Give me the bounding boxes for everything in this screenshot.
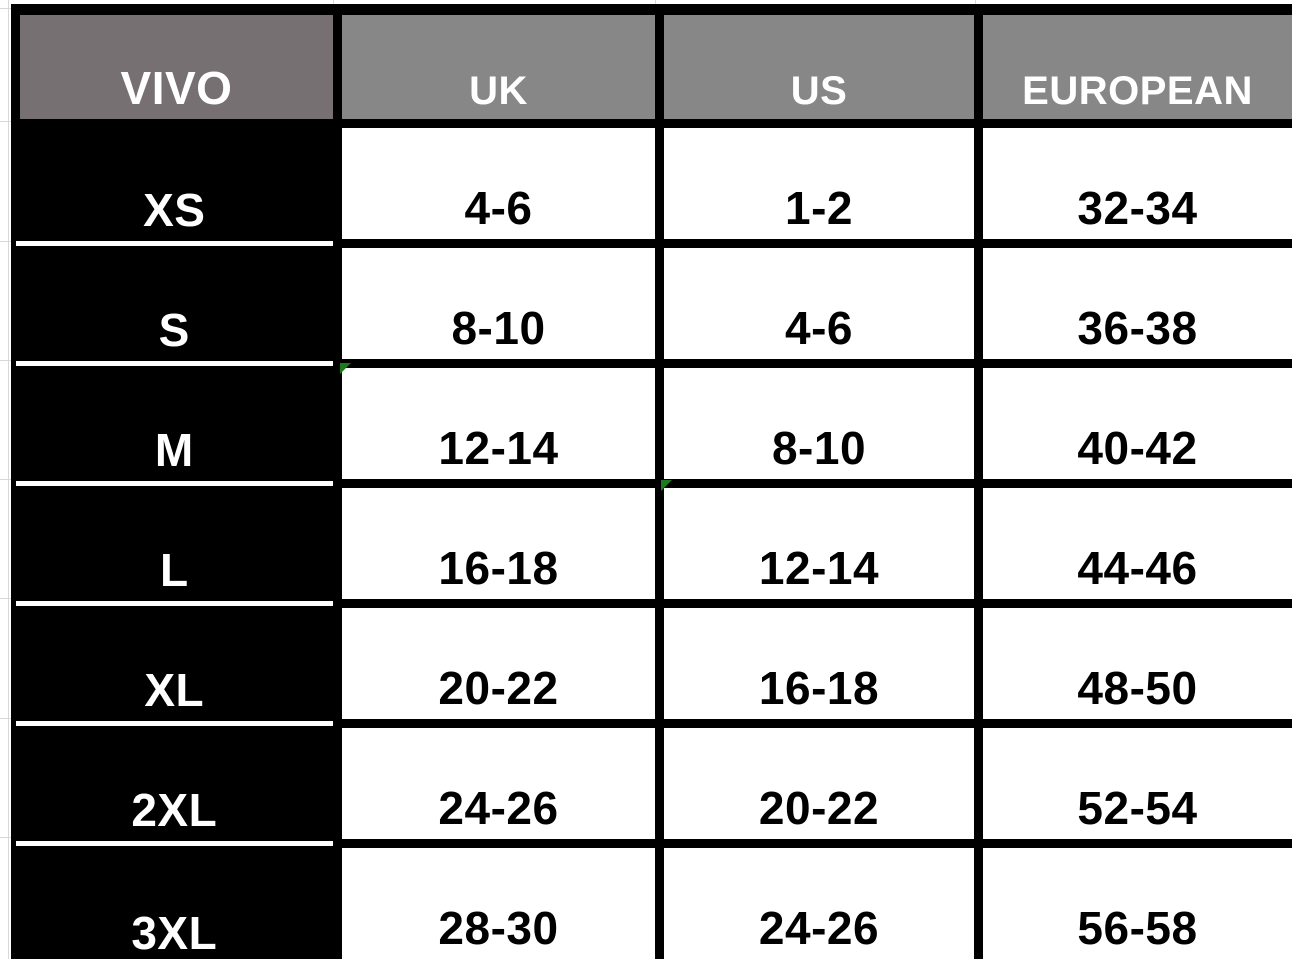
cell-uk-size: 16-18 [333, 479, 664, 608]
table-row: S 8-10 4-6 36-38 [15, 239, 1301, 368]
cell-size-label: XS [15, 123, 338, 246]
sheet-right-margin [1292, 0, 1304, 971]
table-row: 3XL 28-30 24-26 56-58 [15, 839, 1301, 968]
cell-european-size: 44-46 [974, 479, 1301, 608]
column-header-uk: UK [333, 4, 664, 128]
cell-us-size: 12-14 [655, 479, 983, 608]
cell-us-size: 24-26 [655, 839, 983, 968]
cell-size-label: 2XL [15, 723, 338, 846]
cell-european-size: 32-34 [974, 119, 1301, 248]
cell-uk-size: 24-26 [333, 719, 664, 848]
table-row: L 16-18 12-14 44-46 [15, 479, 1301, 608]
cell-uk-size: 12-14 [333, 359, 664, 488]
column-header-vivo: VIVO [11, 4, 342, 128]
grid-column-line [8, 0, 9, 971]
sheet-bottom-margin [0, 959, 1304, 971]
cell-size-label: XL [15, 603, 338, 726]
size-chart-table: VIVO UK US EUROPEAN XS 4-6 1-2 32-34 S 8… [11, 4, 1301, 968]
size-chart-container: VIVO UK US EUROPEAN XS 4-6 1-2 32-34 S 8… [11, 4, 1301, 968]
cell-us-size: 20-22 [655, 719, 983, 848]
cell-uk-size: 28-30 [333, 839, 664, 968]
cell-european-size: 52-54 [974, 719, 1301, 848]
cell-european-size: 48-50 [974, 599, 1301, 728]
cell-european-size: 56-58 [974, 839, 1301, 968]
cell-us-size: 4-6 [655, 239, 983, 368]
cell-us-size: 8-10 [655, 359, 983, 488]
table-row: M 12-14 8-10 40-42 [15, 359, 1301, 488]
cell-us-size: 16-18 [655, 599, 983, 728]
comment-marker-icon [340, 363, 351, 374]
column-header-european: EUROPEAN [974, 4, 1301, 128]
cell-european-size: 36-38 [974, 239, 1301, 368]
cell-uk-size: 8-10 [333, 239, 664, 368]
cell-size-label: L [15, 483, 338, 606]
cell-uk-size: 20-22 [333, 599, 664, 728]
column-header-us: US [655, 4, 983, 128]
cell-size-label: 3XL [15, 843, 338, 964]
table-row: XS 4-6 1-2 32-34 [15, 119, 1301, 248]
cell-size-label: M [15, 363, 338, 486]
comment-marker-icon [661, 480, 672, 491]
table-row: 2XL 24-26 20-22 52-54 [15, 719, 1301, 848]
table-row: XL 20-22 16-18 48-50 [15, 599, 1301, 728]
cell-uk-size: 4-6 [333, 119, 664, 248]
table-header-row: VIVO UK US EUROPEAN [11, 4, 1301, 128]
cell-european-size: 40-42 [974, 359, 1301, 488]
cell-size-label: S [15, 243, 338, 366]
cell-us-size: 1-2 [655, 119, 983, 248]
